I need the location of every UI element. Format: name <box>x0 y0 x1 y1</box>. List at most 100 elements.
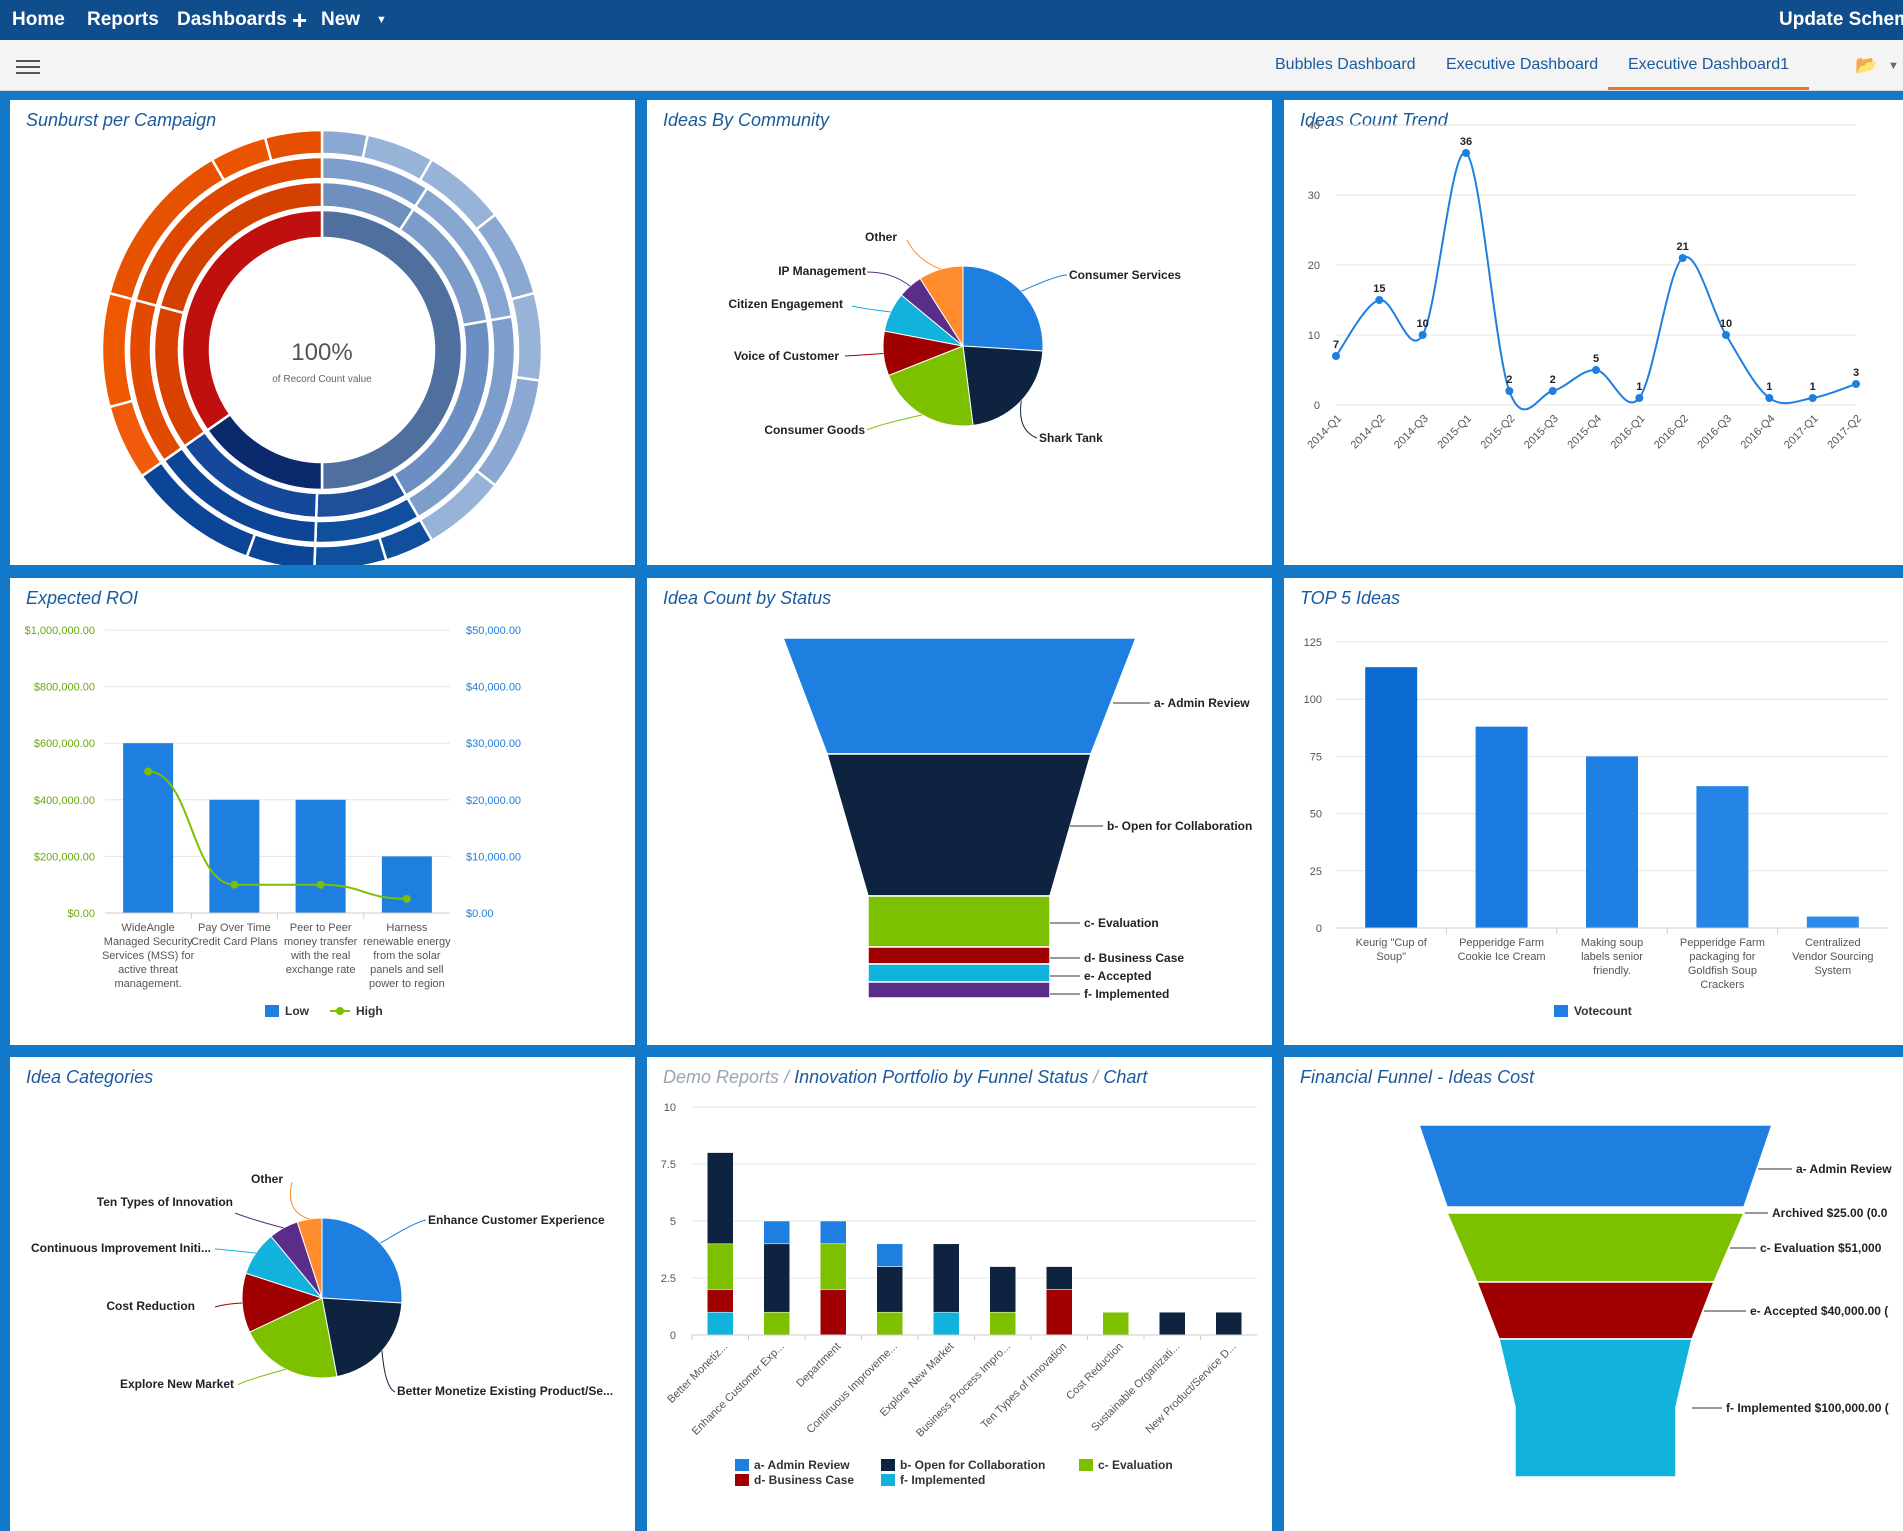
legend-label-high: High <box>356 1004 383 1018</box>
roi-x-tick-0-1: Managed Security <box>104 936 193 948</box>
roi-x-tick-2-3: exchange rate <box>286 964 356 976</box>
trend-point-4 <box>1505 387 1514 395</box>
roi-x-tick-3-2: from the solar <box>373 950 441 962</box>
top5-bar-chart: 0 25 50 75 100 125 Keurig "Cup of Soup" Pepperid… <box>1304 637 1888 1018</box>
roi-x-tick-3-0: Harness <box>386 922 427 934</box>
trend-x-tick-12: 2017-Q2 <box>1825 413 1864 452</box>
pie-label-6: Other <box>865 230 897 244</box>
roi-x-tick-0-4: management. <box>114 978 181 990</box>
trend-line-chart: 01020304072014-Q1152014-Q2102014-Q336201… <box>1305 120 1864 452</box>
hamburger-menu-icon[interactable] <box>16 60 40 74</box>
funnel-stage-2 <box>1445 1212 1746 1283</box>
update-schema-button[interactable]: Update Schema <box>1779 9 1903 30</box>
portfolio-stacked-bar-chart: 0 2.5 5 7.5 10 Better Monetiz...Enhance Custo… <box>661 1102 1257 1487</box>
breadcrumb-chart: Chart <box>1103 1067 1148 1087</box>
funnel-label-2: c- Evaluation <box>1084 916 1159 930</box>
roi-right-tick-2: $20,000.00 <box>466 795 521 807</box>
breadcrumb-demo-reports[interactable]: Demo Reports <box>663 1067 780 1087</box>
top5-y-tick-1: 25 <box>1310 866 1322 878</box>
portfolio-y-tick-4: 10 <box>664 1102 676 1114</box>
funnel-label-0: a- Admin Review <box>1154 696 1250 710</box>
panel-innovation-portfolio: Demo Reports / Innovation Portfolio by F… <box>647 1057 1272 1531</box>
pie-label-0: Enhance Customer Experience <box>428 1213 605 1227</box>
trend-data-label-7: 1 <box>1636 381 1642 393</box>
status-funnel-chart: a- Admin Review b- Open for Collaboration… <box>781 637 1252 1001</box>
pie-connector-0 <box>1021 274 1068 292</box>
legend-swatch-4 <box>881 1474 895 1486</box>
nav-new[interactable]: New <box>321 9 361 30</box>
tab-bubbles-dashboard[interactable]: Bubbles Dashboard <box>1275 56 1416 73</box>
roi-high-point-3 <box>402 894 411 903</box>
funnel-stage-2 <box>867 895 1051 948</box>
tab-executive-dashboard[interactable]: Executive Dashboard <box>1446 56 1599 73</box>
panel-title: Expected ROI <box>26 588 139 608</box>
sunburst-segment-0-0 <box>320 208 464 492</box>
trend-data-label-3: 36 <box>1460 136 1472 148</box>
breadcrumb-report[interactable]: Innovation Portfolio by Funnel Status <box>794 1067 1089 1087</box>
portfolio-bar-8-3 <box>1159 1311 1186 1336</box>
pie-connector-4 <box>851 305 891 313</box>
roi-x-tick-3-4: power to region <box>369 978 445 990</box>
portfolio-y-tick-3: 7.5 <box>661 1159 676 1171</box>
chevron-down-icon[interactable]: ▼ <box>1888 60 1899 72</box>
chevron-down-icon[interactable]: ▼ <box>376 14 387 26</box>
roi-bar-1 <box>209 799 260 913</box>
legend-swatch-1 <box>881 1459 895 1471</box>
pie-label-5: Ten Types of Innovation <box>97 1195 233 1209</box>
funnel-stage-0 <box>781 637 1138 755</box>
trend-point-0 <box>1332 352 1340 360</box>
trend-x-tick-8: 2016-Q2 <box>1652 413 1691 452</box>
roi-bar-3 <box>381 856 432 913</box>
roi-x-tick-2-2: with the real <box>290 950 350 962</box>
pie-connector-3 <box>214 1302 243 1308</box>
legend-swatch-3 <box>735 1474 749 1486</box>
roi-high-point-0 <box>144 767 153 776</box>
roi-left-tick-4: $800,000.00 <box>34 682 95 694</box>
panel-idea-categories: Idea Categories Enhance Customer Experie… <box>10 1057 635 1531</box>
funnel-label-0: a- Admin Review <box>1796 1162 1892 1176</box>
portfolio-x-tick-5: Business Process Impro... <box>914 1341 1013 1440</box>
top5-y-tick-0: 0 <box>1316 923 1322 935</box>
top5-y-tick-3: 75 <box>1310 751 1322 763</box>
roi-high-point-2 <box>316 880 325 889</box>
pie-label-6: Other <box>251 1172 283 1186</box>
trend-x-tick-7: 2016-Q1 <box>1609 413 1648 452</box>
community-pie-chart: Consumer Services Shark Tank Consumer Good… <box>728 230 1181 445</box>
legend-label-1: b- Open for Collaboration <box>900 1458 1045 1472</box>
sunburst-segment-3-15 <box>263 128 324 163</box>
legend-swatch-low <box>265 1005 279 1017</box>
pie-connector-2 <box>237 1368 286 1386</box>
portfolio-x-tick-1: Enhance Customer Exp... <box>690 1341 787 1438</box>
trend-x-tick-10: 2016-Q4 <box>1739 413 1778 452</box>
panel-title: Sunburst per Campaign <box>26 110 217 130</box>
tab-executive-dashboard1[interactable]: Executive Dashboard1 <box>1608 40 1809 90</box>
portfolio-bar-3-3 <box>876 1266 903 1313</box>
funnel-label-1: Archived $25.00 (0.0 <box>1772 1206 1888 1220</box>
legend-label-0: a- Admin Review <box>754 1458 850 1472</box>
plus-icon[interactable]: + <box>292 5 308 35</box>
funnel-label-4: f- Implemented $100,000.00 ( <box>1726 1401 1889 1415</box>
nav-reports[interactable]: Reports <box>87 9 159 30</box>
folder-icon[interactable]: 📂 <box>1855 55 1878 75</box>
nav-home[interactable]: Home <box>12 9 65 30</box>
trend-data-label-2: 10 <box>1417 318 1429 330</box>
top5-y-tick-5: 125 <box>1304 637 1322 649</box>
trend-x-tick-4: 2015-Q2 <box>1479 413 1518 452</box>
legend-label-3: d- Business Case <box>754 1473 854 1487</box>
top5-y-tick-4: 100 <box>1304 694 1322 706</box>
panel-top-5-ideas: TOP 5 Ideas 0 25 50 75 100 125 Keurig "Cup of S… <box>1284 578 1903 1045</box>
pie-connector-1 <box>1020 400 1038 439</box>
portfolio-bar-4-0 <box>933 1311 960 1336</box>
pie-connector-5 <box>866 271 911 287</box>
top5-x-tick-3-3: Crackers <box>1700 979 1745 991</box>
funnel-label-2: c- Evaluation $51,000 <box>1760 1241 1882 1255</box>
trend-x-tick-1: 2014-Q2 <box>1349 413 1388 452</box>
nav-dashboards[interactable]: Dashboards <box>177 9 287 30</box>
roi-left-tick-1: $200,000.00 <box>34 851 95 863</box>
portfolio-x-tick-2: Department <box>794 1341 843 1390</box>
trend-x-tick-11: 2017-Q1 <box>1782 413 1821 452</box>
trend-data-label-11: 1 <box>1810 381 1816 393</box>
trend-x-tick-6: 2015-Q4 <box>1565 413 1604 452</box>
panel-ideas-by-community: Ideas By Community Consumer Services Shar… <box>647 100 1272 565</box>
top5-x-tick-2-1: labels senior <box>1581 951 1643 963</box>
